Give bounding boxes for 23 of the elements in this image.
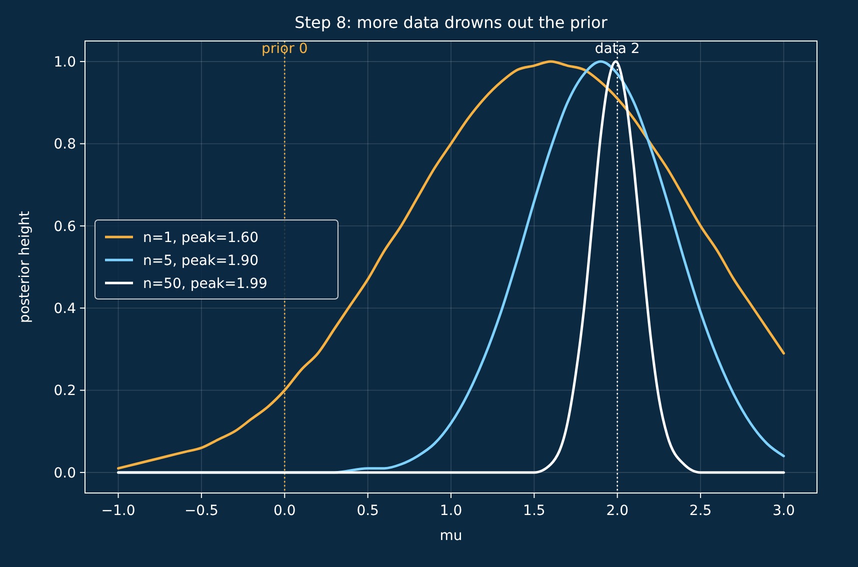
x-tick-label: −0.5 <box>184 503 218 519</box>
x-tick-label: 3.0 <box>772 503 795 519</box>
chart-title: Step 8: more data drowns out the prior <box>294 13 608 32</box>
x-tick-label: 0.5 <box>356 503 379 519</box>
ref-line-label: prior 0 <box>262 41 308 57</box>
y-tick-label: 0.6 <box>54 218 76 235</box>
x-axis-title: mu <box>440 528 462 544</box>
x-tick-label: 2.5 <box>689 503 712 519</box>
x-tick-label: 0.0 <box>274 503 296 519</box>
x-tick-label: −1.0 <box>101 503 136 519</box>
ref-line-label: data 2 <box>594 41 640 57</box>
y-axis-title: posterior height <box>17 210 33 323</box>
y-tick-label: 0.4 <box>54 300 76 317</box>
legend-label: n=50, peak=1.99 <box>143 276 268 292</box>
legend-label: n=1, peak=1.60 <box>143 230 258 246</box>
y-tick-label: 0.8 <box>54 136 76 153</box>
y-tick-label: 0.0 <box>54 465 76 482</box>
y-tick-label: 1.0 <box>54 54 76 70</box>
y-tick-label: 0.2 <box>54 383 76 400</box>
x-tick-label: 2.0 <box>606 503 628 519</box>
x-tick-label: 1.0 <box>440 503 462 519</box>
legend-label: n=5, peak=1.90 <box>143 252 258 269</box>
x-tick-label: 1.5 <box>523 503 546 519</box>
